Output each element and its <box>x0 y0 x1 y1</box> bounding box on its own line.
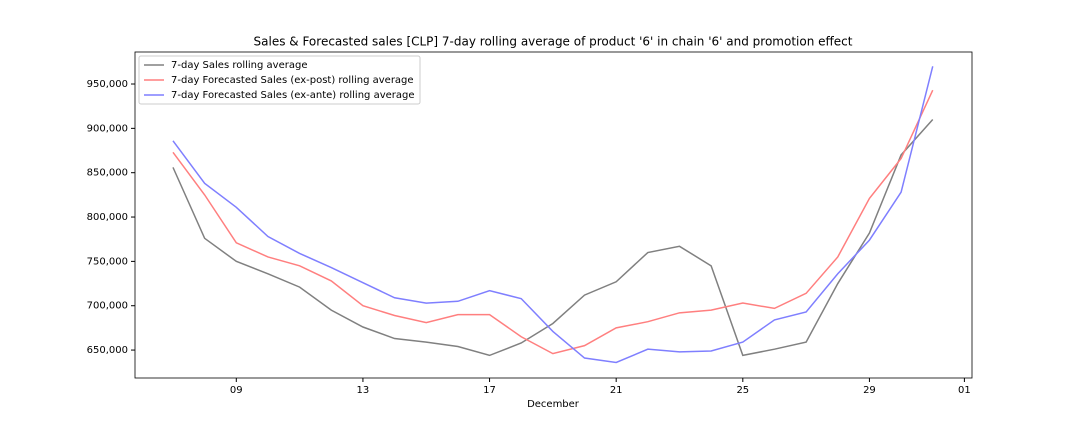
x-tick-label: 29 <box>863 385 876 396</box>
legend-label: 7-day Forecasted Sales (ex-ante) rolling… <box>171 90 415 101</box>
x-tick-label: 17 <box>483 385 496 396</box>
series-line <box>172 66 934 364</box>
x-tick-label: 25 <box>736 385 749 396</box>
y-tick-label: 900,000 <box>87 123 128 134</box>
legend-box <box>138 55 421 105</box>
y-tick-label: 800,000 <box>87 212 128 223</box>
y-tick-label: 650,000 <box>87 345 128 356</box>
x-axis-label: December <box>527 399 580 410</box>
y-tick-label: 700,000 <box>87 301 128 312</box>
x-tick-label: 21 <box>610 385 623 396</box>
x-tick-label: 09 <box>230 385 243 396</box>
y-tick-label: 850,000 <box>87 168 128 179</box>
plot-frame <box>134 51 973 379</box>
series-line <box>172 118 934 357</box>
legend-label: 7-day Forecasted Sales (ex-post) rolling… <box>171 75 414 86</box>
chart-title: Sales & Forecasted sales [CLP] 7-day rol… <box>254 35 853 49</box>
y-tick-label: 750,000 <box>87 256 128 267</box>
x-tick-label: 13 <box>357 385 370 396</box>
y-tick-label: 950,000 <box>87 79 128 90</box>
x-tick-label: 01 <box>958 385 971 396</box>
legend-label: 7-day Sales rolling average <box>171 60 307 71</box>
series-line <box>172 89 934 355</box>
